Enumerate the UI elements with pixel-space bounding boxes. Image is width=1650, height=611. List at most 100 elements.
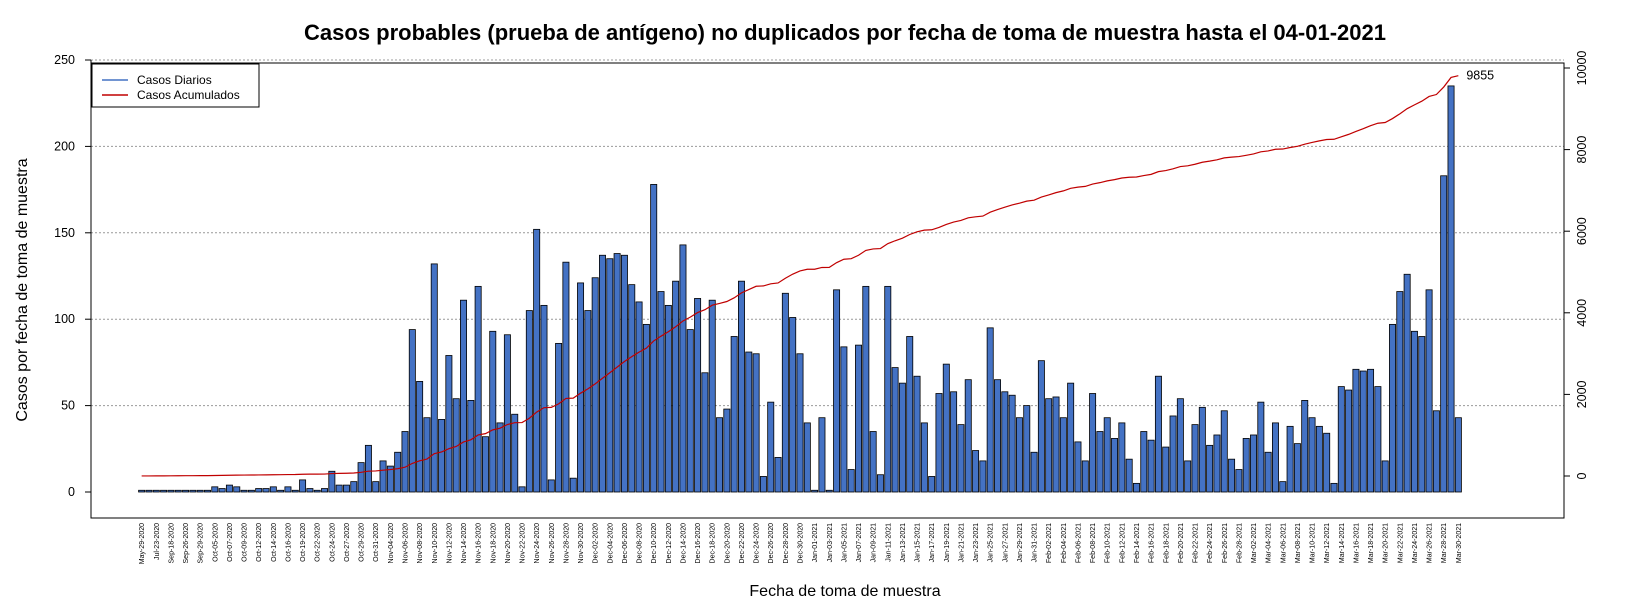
x-tick-label: Dec-10-2020 — [651, 523, 658, 564]
x-tick-label: Dec-30-2020 — [798, 523, 805, 564]
bar — [489, 330, 497, 493]
bar — [972, 450, 980, 493]
bar — [1257, 401, 1265, 493]
x-tick-label: Dec-08-2020 — [637, 523, 644, 564]
bar — [1140, 431, 1148, 493]
bar — [1301, 400, 1309, 493]
bar — [738, 280, 745, 493]
x-tick-label: Mar-10-2021 — [1310, 523, 1317, 563]
bar — [986, 327, 994, 493]
bar — [635, 301, 643, 493]
bar — [379, 460, 387, 493]
bar — [920, 422, 928, 493]
bar — [1213, 434, 1221, 493]
bar — [350, 481, 358, 493]
bar — [1432, 410, 1440, 493]
bar — [321, 488, 328, 493]
bar — [1001, 391, 1009, 493]
x-tick-label: Oct-05-2020 — [212, 523, 219, 562]
x-tick-label: Oct-27-2020 — [344, 523, 351, 562]
y2-tick-label: 4000 — [1575, 299, 1589, 327]
y-tick-label: 150 — [54, 226, 75, 240]
x-tick-label: Nov-16-2020 — [476, 523, 483, 564]
x-tick-label: Feb-24-2021 — [1207, 523, 1214, 563]
x-tick-label: Jan-13-2021 — [900, 523, 907, 562]
bar — [460, 299, 467, 493]
bar — [708, 299, 716, 493]
bar — [225, 484, 233, 493]
y2-tick-label: 2000 — [1575, 380, 1589, 408]
x-tick-label: Mar-18-2021 — [1368, 523, 1375, 563]
bar — [306, 488, 314, 493]
bar — [1147, 439, 1155, 493]
bar — [335, 484, 343, 493]
x-tick-label: Mar-02-2021 — [1251, 523, 1258, 563]
bar — [1264, 451, 1272, 493]
bar — [152, 489, 160, 493]
x-tick-label: Mar-16-2021 — [1353, 523, 1360, 563]
bar — [1315, 425, 1323, 493]
bar — [1293, 443, 1301, 493]
bar — [1403, 273, 1411, 493]
bar — [898, 382, 906, 493]
bar — [577, 282, 585, 493]
bar — [1198, 406, 1206, 493]
bar — [247, 489, 255, 493]
bar — [518, 486, 526, 493]
bar — [1096, 431, 1104, 493]
bar — [452, 398, 460, 493]
bar — [694, 298, 702, 493]
bar — [364, 444, 372, 493]
bar — [1125, 458, 1133, 493]
x-tick-label: Sep-26-2020 — [183, 523, 190, 564]
x-tick-label: Mar-24-2021 — [1412, 523, 1419, 563]
legend-label-cumulative: Casos Acumulados — [137, 88, 240, 102]
bar — [211, 486, 219, 493]
bar — [1272, 422, 1279, 493]
x-tick-label: Mar-30-2021 — [1456, 523, 1463, 563]
x-tick-label: Dec-04-2020 — [607, 523, 614, 564]
x-tick-label: Nov-24-2020 — [534, 523, 541, 564]
x-tick-label: Nov-10-2020 — [432, 523, 439, 564]
x-tick-label: Nov-20-2020 — [505, 523, 512, 564]
bar — [1037, 360, 1045, 493]
x-tick-label: Nov-14-2020 — [461, 523, 468, 564]
bar — [299, 479, 307, 493]
bar — [1389, 323, 1396, 493]
bar — [591, 277, 599, 493]
bar — [438, 419, 446, 493]
bar — [1418, 336, 1426, 493]
bar — [994, 379, 1001, 493]
bar — [1074, 441, 1082, 493]
x-tick-label: Mar-28-2021 — [1441, 523, 1448, 563]
x-tick-label: Dec-18-2020 — [710, 523, 717, 564]
x-tick-label: Feb-08-2021 — [1090, 523, 1097, 563]
bar — [628, 284, 636, 493]
gridlines — [91, 59, 1564, 407]
y-axis-left: 0 50 100 150 200 250 — [54, 53, 92, 499]
x-tick-label: Dec-24-2020 — [754, 523, 761, 564]
bar — [847, 469, 855, 493]
x-tick-label: Mar-12-2021 — [1324, 523, 1331, 563]
bar — [313, 489, 321, 493]
bar — [357, 462, 365, 493]
bar — [855, 344, 862, 493]
x-tick-label: Oct-07-2020 — [227, 523, 234, 562]
final-cumulative-label: 9855 — [1466, 69, 1494, 83]
bar — [1323, 432, 1331, 493]
x-tick-label: Feb-28-2021 — [1236, 523, 1243, 563]
x-tick-label: Feb-02-2021 — [1046, 523, 1053, 563]
bar — [1023, 405, 1031, 493]
bar — [408, 329, 416, 493]
bar — [1059, 417, 1067, 493]
bar — [474, 285, 482, 493]
bar — [196, 489, 204, 493]
bar — [833, 289, 841, 493]
bar — [547, 479, 555, 493]
bar — [269, 486, 277, 493]
x-axis-title: Fecha de toma de muestra — [749, 583, 940, 600]
bar — [1374, 386, 1382, 493]
bar — [1425, 289, 1433, 493]
y-tick-label: 50 — [61, 399, 75, 413]
bar — [657, 291, 665, 493]
